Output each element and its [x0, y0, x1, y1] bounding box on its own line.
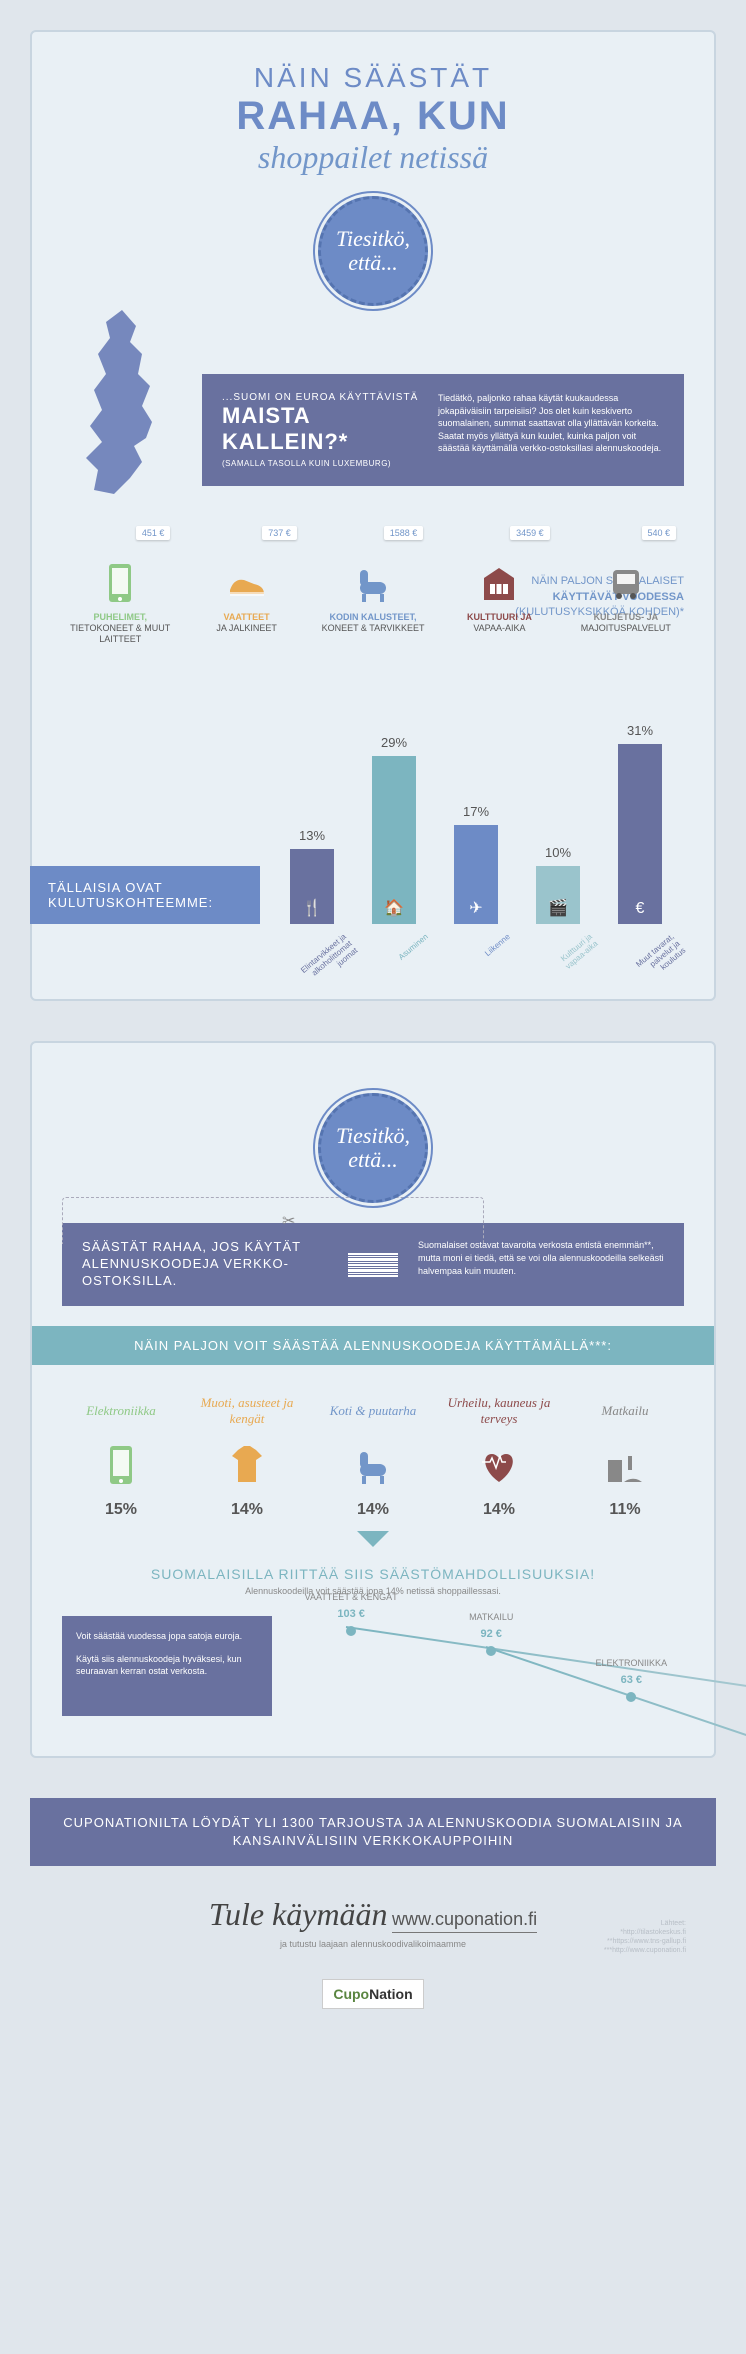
- slope-point: VAATTEET & KENGÄT103 €: [346, 1626, 356, 1636]
- consumption-chart: TÄLLAISIA OVAT KULUTUSKOHTEEMME: 13%🍴29%…: [62, 724, 684, 924]
- callout-left: SÄÄSTÄT RAHAA, JOS KÄYTÄT ALENNUSKOODEJA…: [82, 1239, 328, 1290]
- slope-point: MATKAILU92 €: [486, 1646, 496, 1656]
- finland-block: ...SUOMI ON EUROA KÄYTTÄVISTÄ MAISTA KAL…: [62, 306, 684, 506]
- price-tag: 737 €: [262, 526, 297, 540]
- price-tag: 1588 €: [384, 526, 424, 540]
- savings-item: Koti & puutarha 14%: [314, 1395, 432, 1519]
- category-item: 737 € VAATTEETJA JALKINEET: [188, 536, 304, 644]
- savings-row: Elektroniikka 15%Muoti, asusteet ja keng…: [62, 1395, 684, 1519]
- coupon-callout: SÄÄSTÄT RAHAA, JOS KÄYTÄT ALENNUSKOODEJA…: [62, 1223, 684, 1306]
- panel-1: NÄIN SÄÄSTÄT RAHAA, KUN shoppailet netis…: [30, 30, 716, 1001]
- barcode-icon: [348, 1239, 398, 1290]
- price-tag: 540 €: [642, 526, 677, 540]
- chart-label-box: TÄLLAISIA OVAT KULUTUSKOHTEEMME:: [30, 866, 260, 924]
- cta-url[interactable]: www.cuponation.fi: [392, 1909, 537, 1933]
- savings-item: Elektroniikka 15%: [62, 1395, 180, 1519]
- bar: 31%€: [610, 723, 670, 924]
- category-item: 540 € KULJETUS- JAMAJOITUSPALVELUT: [568, 536, 684, 644]
- slope-point: ELEKTRONIIKKA63 €: [626, 1692, 636, 1702]
- sources: Lähteet: *http://tilastokeskus.fi **http…: [604, 1919, 686, 1955]
- cta-script: Tule käymään: [209, 1896, 388, 1932]
- badge-line2: että...: [348, 251, 398, 275]
- title-line1: NÄIN SÄÄSTÄT: [62, 62, 684, 94]
- price-tag: 3459 €: [510, 526, 550, 540]
- title-line3: shoppailet netissä: [62, 139, 684, 176]
- category-item: 1588 € KODIN KALUSTEET,KONEET & TARVIKKE…: [315, 536, 431, 644]
- fact-main: MAISTA KALLEIN?*: [222, 403, 422, 455]
- bar: 13%🍴: [282, 828, 342, 924]
- callout-right: Suomalaiset ostavat tavaroita verkosta e…: [418, 1239, 664, 1290]
- slope-left-text: Voit säästää vuodessa jopa satoja euroja…: [62, 1616, 272, 1716]
- savings-item: Muoti, asusteet ja kengät 14%: [188, 1395, 306, 1519]
- savings-item: Matkailu 11%: [566, 1395, 684, 1519]
- category-item: 3459 € KULTTUURI JAVAPAA-AIKA: [441, 536, 557, 644]
- fact-sub: (SAMALLA TASOLLA KUIN LUXEMBURG): [222, 459, 422, 468]
- savings-item: Urheilu, kauneus ja terveys 14%: [440, 1395, 558, 1519]
- slope-block: Voit säästää vuodessa jopa satoja euroja…: [62, 1616, 684, 1716]
- panel-2: Tiesitkö, että... SÄÄSTÄT RAHAA, JOS KÄY…: [30, 1041, 716, 1758]
- bars-container: 13%🍴 29%🏠 17%✈ 10%🎬 31%€: [282, 724, 670, 924]
- fact-lead: ...SUOMI ON EUROA KÄYTTÄVISTÄ: [222, 392, 422, 403]
- x-axis-labels: Elintarvikkeet ja alkoholittomat juomatA…: [282, 932, 684, 959]
- bar: 17%✈: [446, 804, 506, 924]
- fact-text: Tiedätkö, paljonko rahaa käytät kuukaude…: [438, 392, 664, 468]
- category-row: 451 € PUHELIMET,TIETOKONEET & MUUT LAITT…: [62, 536, 684, 644]
- finland-map-icon: [62, 306, 182, 506]
- category-item: 451 € PUHELIMET,TIETOKONEET & MUUT LAITT…: [62, 536, 178, 644]
- title-line2: RAHAA, KUN: [62, 94, 684, 139]
- teal-title-bar: NÄIN PALJON VOIT SÄÄSTÄÄ ALENNUSKOODEJA …: [32, 1326, 714, 1365]
- badge-line1: Tiesitkö,: [336, 227, 410, 251]
- did-you-know-badge-1: Tiesitkö, että...: [318, 196, 428, 306]
- slope-chart: VAATTEET & KENGÄT103 € MATKAILU92 € ELEKTR…: [272, 1616, 684, 1716]
- price-tag: 451 €: [136, 526, 171, 540]
- cta-block: Tule käymään www.cuponation.fi ja tutust…: [30, 1896, 716, 2009]
- headline: NÄIN SÄÄSTÄT RAHAA, KUN shoppailet netis…: [62, 62, 684, 176]
- bar: 29%🏠: [364, 735, 424, 924]
- did-you-know-badge-2: Tiesitkö, että...: [318, 1093, 428, 1203]
- bar: 10%🎬: [528, 845, 588, 924]
- purple-factbox: ...SUOMI ON EUROA KÄYTTÄVISTÄ MAISTA KAL…: [202, 374, 684, 486]
- arrow-down-icon: [62, 1529, 684, 1556]
- brand-logo: CupoNation: [30, 1979, 716, 2009]
- final-claim-bar: CUPONATIONILTA LÖYDÄT YLI 1300 TARJOUSTA…: [30, 1798, 716, 1866]
